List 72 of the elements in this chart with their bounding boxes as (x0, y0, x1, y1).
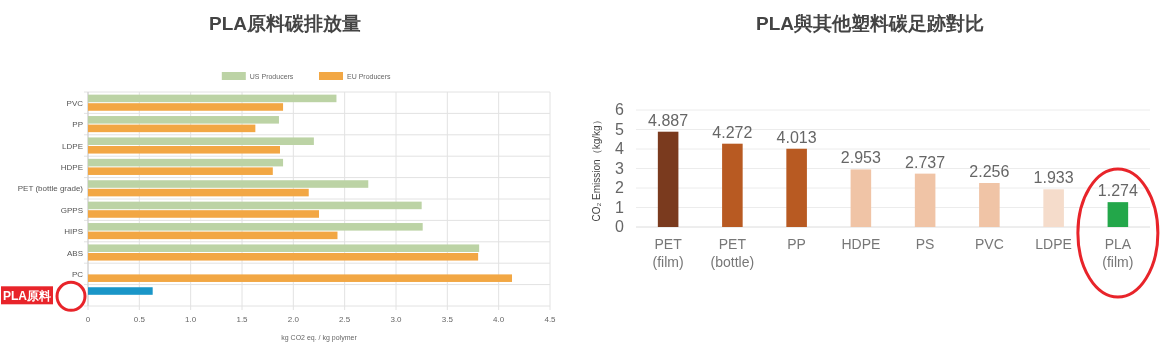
bar (657, 131, 679, 227)
y-tick-label: LDPE (62, 141, 83, 151)
y-tick-label: ABS (66, 248, 83, 258)
data-label: 2.953 (840, 149, 881, 167)
bar (88, 103, 284, 111)
y-axis-title: CO₂ Emission（kg/kg） (591, 115, 602, 222)
chart-title: PLA原料碳排放量 (209, 13, 361, 34)
bar (88, 210, 319, 218)
x-tick-label: 2.5 (339, 315, 351, 324)
bar (88, 167, 273, 175)
x-tick-label: PS (915, 236, 935, 252)
bar (88, 223, 423, 231)
y-tick-label: PC (71, 269, 84, 279)
bar (1107, 202, 1129, 227)
data-label: 1.274 (1097, 182, 1138, 200)
bar (88, 180, 369, 188)
bar (88, 94, 337, 103)
y-tick-label: 0 (615, 218, 625, 235)
y-tick-label: 4 (615, 140, 625, 157)
bar (850, 169, 872, 227)
bar (88, 287, 153, 295)
bar (88, 244, 480, 252)
y-tick-label: HIPS (64, 227, 83, 237)
x-tick-label: 1.0 (185, 315, 197, 324)
annotation: PLA原料 (1, 286, 53, 305)
bar (1043, 189, 1064, 227)
bar (88, 231, 338, 240)
data-label: 4.013 (776, 128, 817, 146)
bar (88, 158, 284, 167)
x-tick-label: 4.5 (544, 315, 557, 324)
x-tick-label: 4.0 (493, 315, 505, 324)
bar (88, 201, 422, 210)
bar (88, 124, 256, 133)
x-tick-label: 2.0 (287, 315, 300, 324)
x-tick-label: 3.0 (390, 315, 403, 324)
data-label: 1.933 (1033, 169, 1074, 187)
y-tick-label: 5 (615, 120, 625, 138)
x-tick-label: HDPE (841, 236, 881, 252)
data-label: 2.256 (969, 163, 1010, 181)
y-tick-label: HDPE (60, 162, 83, 172)
bar (88, 188, 309, 197)
x-tick-label: 0.5 (133, 315, 146, 324)
bar (979, 183, 1000, 227)
bar (88, 274, 513, 282)
bar (88, 137, 314, 145)
x-tick-label: LDPE (1035, 236, 1072, 252)
y-tick-label: GPPS (60, 205, 83, 215)
bar (722, 143, 743, 227)
y-tick-label: PET (bottle grade) (17, 184, 84, 194)
data-label: 4.887 (648, 111, 689, 129)
x-tick-label: PLA (film) (1102, 236, 1134, 270)
x-tick-label: PVC (974, 236, 1004, 252)
bar (914, 173, 936, 227)
bar (88, 116, 279, 124)
y-tick-label: 2 (615, 179, 625, 196)
bar (88, 253, 479, 261)
y-tick-label: PP (72, 120, 83, 130)
x-tick-label: PP (787, 236, 806, 252)
data-label: 2.737 (905, 153, 946, 171)
data-label: 4.272 (712, 123, 753, 141)
y-tick-label: PVC (66, 98, 84, 108)
x-tick-label: 1.5 (236, 315, 249, 324)
x-tick-label: PET (film) (652, 236, 684, 270)
x-tick-label: PET (bottle) (710, 236, 755, 270)
y-tick-label: 1 (615, 198, 625, 216)
y-tick-label: 3 (615, 159, 625, 177)
chart-title: PLA與其他塑料碳足跡對比 (756, 13, 984, 34)
bar (786, 148, 807, 227)
bar (88, 146, 280, 154)
y-tick-label: 6 (615, 101, 625, 118)
x-tick-label: 3.5 (441, 315, 454, 324)
x-tick-label: 0 (85, 315, 91, 324)
